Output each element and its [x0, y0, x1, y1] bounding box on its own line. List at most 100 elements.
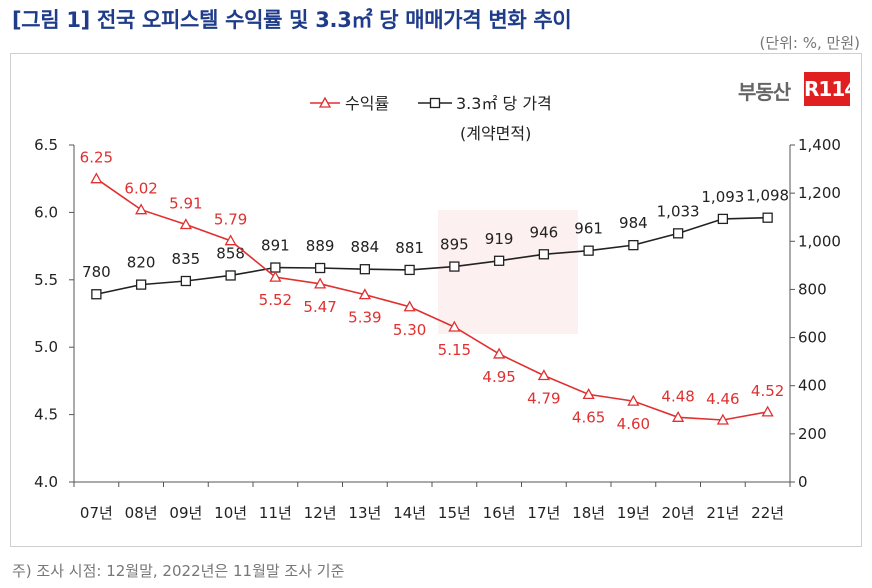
yield-point: [493, 347, 506, 359]
yield-data-label: 4.65: [572, 408, 605, 426]
yield-point: [224, 234, 237, 246]
logo-text: 부동산: [738, 80, 791, 104]
price-data-label: 780: [82, 263, 111, 281]
yield-point: [448, 320, 461, 332]
logo-badge: R114: [804, 72, 858, 106]
yield-point: [582, 388, 595, 400]
x-tick-label: 10년: [214, 504, 247, 522]
y-right-tick-label: 600: [798, 329, 827, 347]
price-point: [270, 262, 281, 273]
legend-yield-label: 수익률: [345, 94, 389, 113]
y-right-tick-label: 400: [798, 377, 827, 395]
price-data-label: 889: [306, 237, 335, 255]
y-right-tick-label: 0: [798, 473, 808, 491]
yield-data-label: 5.91: [169, 195, 202, 213]
price-point: [628, 239, 639, 251]
unit-note: (단위: %, 만원): [759, 34, 860, 52]
yield-data-label: 4.52: [751, 382, 784, 400]
price-data-label: 1,093: [701, 188, 744, 206]
price-point: [135, 279, 147, 290]
footnote: 주) 조사 시점: 12월말, 2022년은 11월말 조사 기준: [12, 562, 345, 580]
x-tick-label: 08년: [125, 504, 158, 522]
yield-data-label: 4.48: [661, 387, 694, 405]
price-point: [762, 212, 773, 223]
yield-point: [403, 300, 416, 312]
price-point: [449, 261, 460, 272]
price-data-label: 1,033: [657, 202, 700, 220]
yield-point: [761, 405, 774, 417]
yield-point: [314, 277, 327, 289]
yield-data-label: 4.95: [482, 368, 515, 386]
legend-price-marker: [429, 97, 441, 109]
yield-data-label: 6.25: [80, 149, 113, 167]
price-data-label: 858: [216, 244, 245, 262]
yield-point: [537, 369, 550, 381]
yield-data-label: 4.79: [527, 390, 560, 408]
price-point: [493, 255, 505, 266]
price-data-label: 835: [172, 250, 201, 268]
price-point: [538, 249, 550, 260]
price-point: [359, 264, 371, 275]
y-right-tick-label: 1,000: [798, 232, 841, 250]
chart-frame: [10, 53, 862, 547]
price-data-label: 881: [395, 239, 424, 257]
x-tick-label: 18년: [572, 504, 605, 522]
yield-point: [672, 410, 685, 422]
y-left-tick-label: 6.5: [34, 136, 58, 154]
price-data-label: 895: [440, 236, 469, 254]
price-point: [91, 289, 102, 300]
yield-data-label: 5.39: [348, 309, 381, 327]
price-data-label: 984: [619, 214, 648, 232]
x-tick-label: 13년: [348, 504, 381, 522]
x-tick-label: 09년: [169, 504, 202, 522]
x-tick-label: 19년: [617, 504, 650, 522]
price-point: [180, 275, 192, 287]
yield-data-label: 5.79: [214, 211, 247, 229]
yield-point: [179, 218, 192, 230]
price-data-label: 946: [530, 223, 559, 241]
x-tick-label: 15년: [438, 504, 471, 522]
price-point: [672, 228, 684, 239]
y-right-tick-label: 800: [798, 280, 827, 298]
price-point: [314, 262, 326, 274]
y-left-tick-label: 4.5: [34, 406, 58, 424]
yield-data-label: 5.47: [303, 298, 336, 316]
price-data-label: 891: [261, 237, 290, 255]
yield-point: [269, 270, 282, 282]
yield-data-label: 5.30: [393, 321, 426, 339]
yield-data-label: 4.60: [617, 415, 650, 433]
price-point: [583, 245, 594, 256]
yield-point: [627, 394, 640, 406]
x-tick-label: 17년: [527, 504, 560, 522]
y-left-tick-label: 5.0: [34, 338, 58, 356]
x-tick-label: 22년: [751, 504, 784, 522]
x-tick-label: 12년: [304, 504, 337, 522]
legend-price-label: 3.3㎡ 당 가격: [456, 94, 552, 113]
x-tick-label: 14년: [393, 504, 426, 522]
yield-point: [135, 203, 148, 215]
x-tick-label: 16년: [483, 504, 516, 522]
price-data-label: 820: [127, 254, 156, 272]
yield-data-label: 4.46: [706, 390, 739, 408]
x-tick-label: 07년: [80, 504, 113, 522]
yield-point: [358, 288, 371, 300]
price-data-label: 1,098: [746, 187, 789, 205]
price-data-label: 961: [574, 220, 603, 238]
y-right-tick-label: 1,200: [798, 184, 841, 202]
yield-data-label: 5.52: [259, 291, 292, 309]
price-point: [717, 213, 729, 225]
legend-price-sublabel: (계약면적): [460, 124, 531, 143]
watermark: [438, 210, 578, 334]
y-left-tick-label: 4.0: [34, 473, 58, 491]
yield-data-label: 6.02: [124, 180, 157, 198]
price-point: [225, 270, 236, 281]
x-tick-label: 11년: [259, 504, 292, 522]
chart-title: [그림 1] 전국 오피스텔 수익률 및 3.3㎡ 당 매매가격 변화 추이: [12, 8, 572, 32]
y-right-tick-label: 1,400: [798, 136, 841, 154]
legend-yield-marker: [318, 96, 332, 108]
x-tick-label: 20년: [662, 504, 695, 522]
y-left-tick-label: 6.0: [34, 203, 58, 221]
yield-data-label: 5.15: [438, 341, 471, 359]
y-left-tick-label: 5.5: [34, 271, 58, 289]
